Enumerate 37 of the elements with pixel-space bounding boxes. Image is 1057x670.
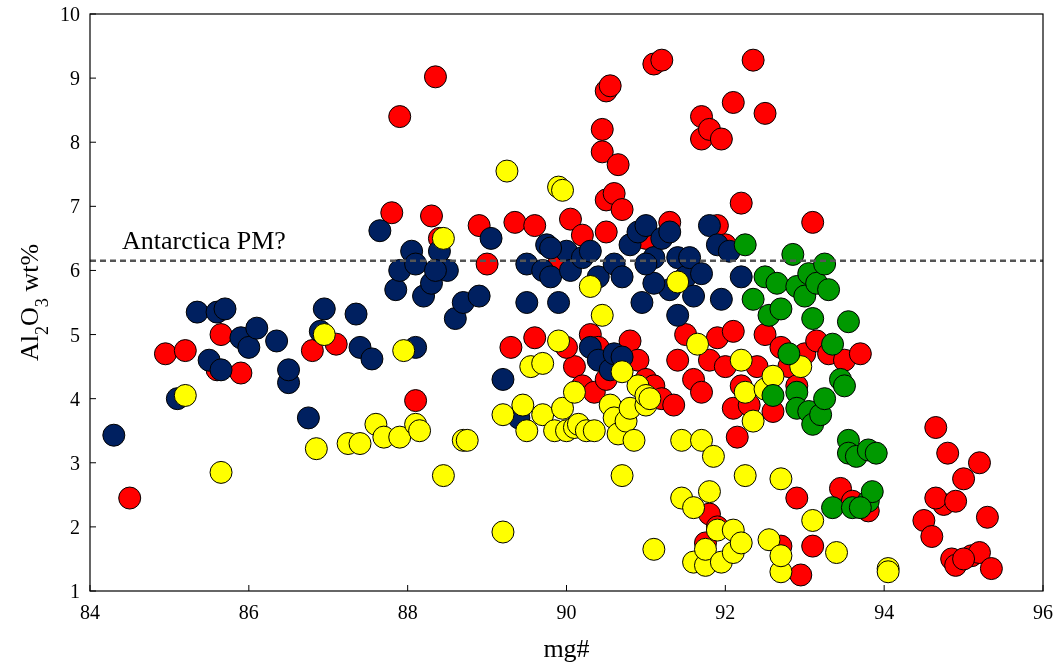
y-tick-label: 3 [70,451,80,474]
point [817,278,841,302]
y-tick-label: 10 [60,3,80,25]
point [864,441,888,465]
x-tick-label: 86 [238,601,259,623]
y-tick-label: 9 [70,67,80,90]
y-tick-label: 7 [70,195,80,218]
point [821,332,845,356]
x-axis-title: mg# [543,634,590,663]
point [761,383,785,407]
point [848,496,872,520]
x-tick-label: 84 [80,601,100,623]
point [769,297,793,321]
y-tick-label: 6 [70,259,80,282]
point [781,242,805,266]
x-tick-label: 88 [397,601,418,623]
point [832,374,856,398]
point [777,342,801,366]
y-tick-label: 5 [70,323,80,346]
point [813,252,837,276]
point [801,307,825,331]
x-tick-label: 96 [1033,601,1053,623]
point [860,480,884,504]
x-tick-label: 94 [874,601,895,623]
y-tick-label: 4 [70,387,80,410]
y-tick-label: 1 [70,580,80,602]
x-tick-label: 92 [715,601,736,623]
y-tick-label: 8 [70,131,80,154]
x-tick-label: 90 [556,601,577,623]
point [836,310,860,334]
ref-line-label: Antarctica PM? [122,225,286,255]
point [765,271,789,295]
point [821,496,845,520]
point [741,287,765,311]
point [733,233,757,257]
y-tick-label: 2 [70,515,80,538]
point [813,387,837,411]
